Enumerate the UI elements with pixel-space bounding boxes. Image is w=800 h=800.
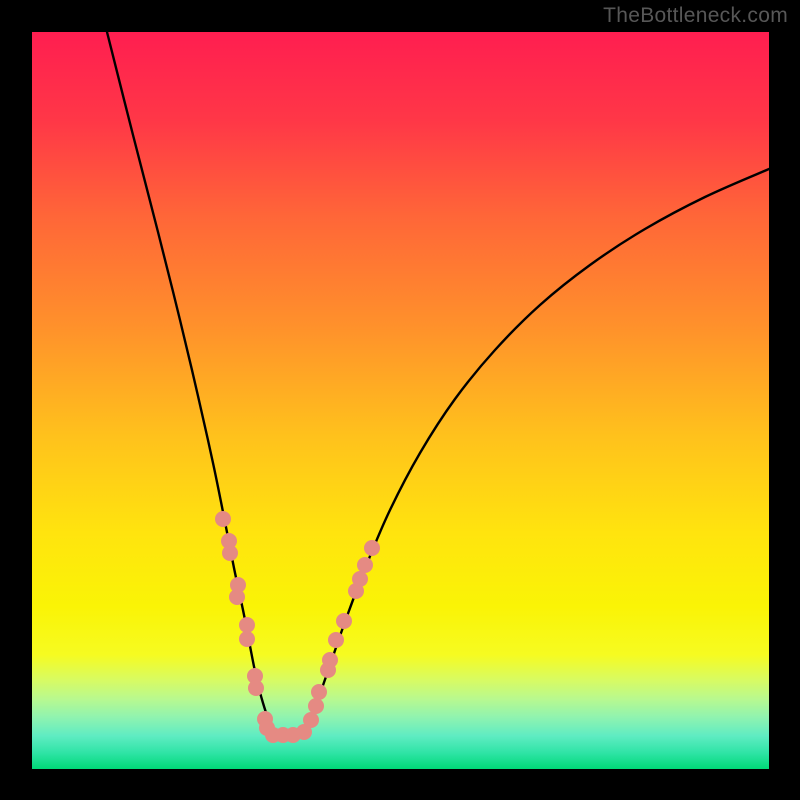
data-marker (308, 698, 324, 714)
data-marker (357, 557, 373, 573)
data-marker (222, 545, 238, 561)
data-marker (311, 684, 327, 700)
data-marker (328, 632, 344, 648)
site-watermark: TheBottleneck.com (603, 4, 788, 28)
plot-area (32, 32, 769, 769)
data-marker (352, 571, 368, 587)
data-marker (239, 617, 255, 633)
data-marker (215, 511, 231, 527)
data-marker (336, 613, 352, 629)
data-marker (322, 652, 338, 668)
data-marker (303, 712, 319, 728)
data-marker (248, 680, 264, 696)
bottleneck-chart (0, 0, 800, 800)
data-marker (239, 631, 255, 647)
data-marker (364, 540, 380, 556)
data-marker (229, 589, 245, 605)
